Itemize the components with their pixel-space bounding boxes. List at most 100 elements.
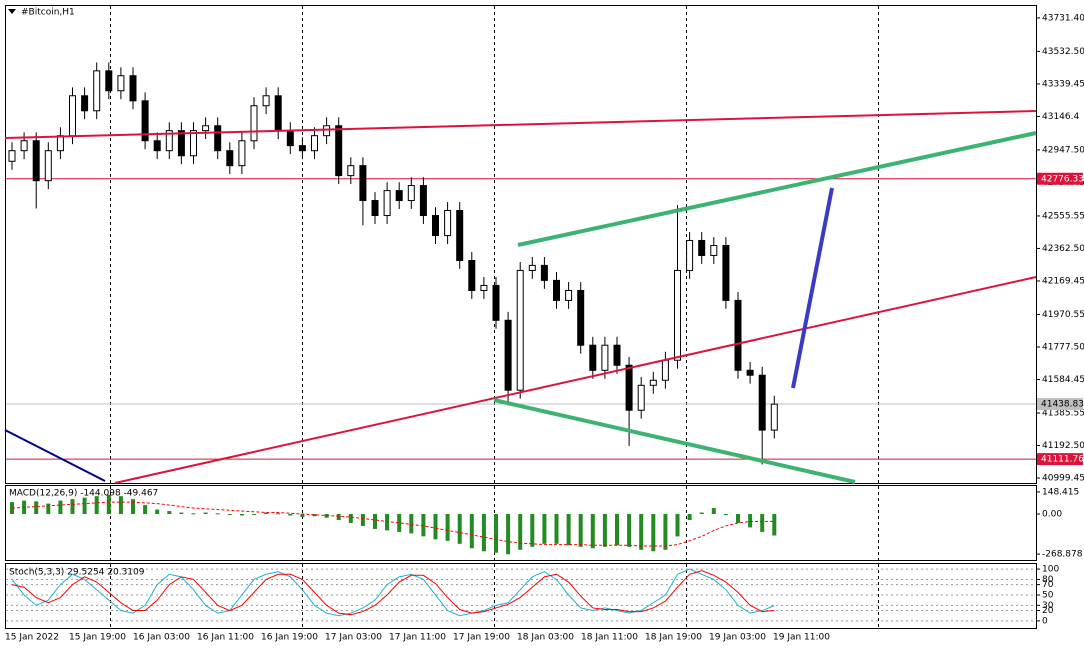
candle-body [141,100,149,142]
price-tag-label: 41111.76 [1041,455,1084,465]
candle-body [480,284,488,291]
y-tick-label: 41777.50 [1042,342,1084,352]
macd-bar [530,514,535,547]
x-tick-label: 18 Jan 19:00 [645,633,702,643]
y-tick-label: 41970.55 [1042,310,1084,320]
macd-bar [143,505,148,515]
stoch-title: Stoch(5,3,3) 29.5254 20.3109 [9,568,145,578]
candle-body [540,264,548,281]
macd-bar [167,511,172,515]
x-tick-label: 16 Jan 19:00 [261,633,318,643]
candle-body [589,344,597,371]
x-tick-label: 18 Jan 03:00 [517,633,574,643]
candle-body [625,364,633,411]
menu-arrow[interactable] [8,9,16,14]
y-tick-label: 0.00 [1042,510,1062,520]
macd-bar [433,514,438,540]
y-tick-label: 42947.50 [1042,145,1084,155]
y-tick-label: 42169.45 [1042,276,1084,286]
macd-bar [360,514,365,526]
y-tick-label: 0 [1042,616,1048,626]
candle-body [44,150,52,182]
candle-body [105,70,113,92]
candle-body [637,384,645,411]
macd-bar [457,514,462,544]
macd-bar [506,514,511,555]
macd-bar [748,514,753,528]
candle-body [383,190,391,217]
candle-body [347,165,355,177]
candle-body [649,379,657,386]
macd-bar [312,514,317,517]
x-tick-label: 16 Jan 11:00 [197,633,254,643]
candle-body [335,125,343,177]
current-price-label: 41438.83 [1041,400,1084,410]
candle-body [456,209,464,262]
macd-bar [445,514,450,541]
macd-bar [554,514,559,544]
candle-body [190,130,197,157]
macd-title: MACD(12,26,9) -144.098 -49.467 [9,489,158,499]
candle-body [165,130,173,152]
y-tick-label: 43532.50 [1042,47,1084,57]
macd-bar [518,514,523,550]
y-tick-label: 40999.45 [1042,474,1084,484]
x-tick-label: 15 Jan 2022 [5,633,59,643]
x-tick-label: 15 Jan 19:00 [69,633,126,643]
candle-body [129,75,137,102]
stoch-line [11,568,775,617]
candle-body [153,140,161,152]
candle-body [710,245,718,256]
price-tag-label: 42776.33 [1041,174,1084,184]
macd-bar [723,514,728,516]
candle-body [298,145,306,152]
candle-body [32,140,40,182]
macd-bar [675,514,680,537]
x-tick-label: 19 Jan 11:00 [773,633,830,643]
candle-body [601,344,609,371]
macd-bar [469,514,474,549]
x-tick-label: 17 Jan 03:00 [325,633,382,643]
macd-bar [215,513,220,515]
macd-bar [82,497,87,515]
candle-body [359,165,367,202]
macd-bar [639,514,644,550]
macd-bar [651,514,656,552]
macd-bar [203,512,208,515]
macd-bar [336,514,341,520]
macd-bar [736,514,740,523]
macd-bar [46,503,51,515]
y-tick-label: 41192.50 [1042,441,1084,451]
macd-bar [566,514,571,546]
candle-body [432,215,439,237]
y-tick-label: 70 [1042,580,1054,590]
candle-body [202,125,210,132]
candle-body [286,130,294,147]
macd-bar [578,514,583,547]
y-tick-label: 20 [1042,606,1054,616]
y-tick-label: 41584.45 [1042,375,1084,385]
candle-body [93,70,101,112]
candle-body [722,245,730,301]
macd-bar [663,514,668,550]
candle-body [274,95,282,132]
macd-bar [421,514,426,537]
x-tick-label: 18 Jan 11:00 [581,633,638,643]
macd-bar [602,514,607,547]
macd-bar [711,508,716,515]
y-tick-label: 50 [1042,590,1054,600]
candle-body [419,185,427,217]
macd-bar [687,514,692,520]
macd-bar [239,514,244,516]
candle-body [262,95,270,107]
macd-bar [699,512,704,515]
macd-bar [155,509,160,515]
candle-body [746,369,754,376]
macd-bar [227,514,232,516]
chart-title: #Bitcoin,H1 [21,8,75,18]
current-price-tag [1037,398,1083,411]
y-tick-label: 148.415 [1042,487,1079,497]
stoch-panel [5,563,1037,629]
candle-body [661,359,669,381]
candle-body [69,95,76,137]
